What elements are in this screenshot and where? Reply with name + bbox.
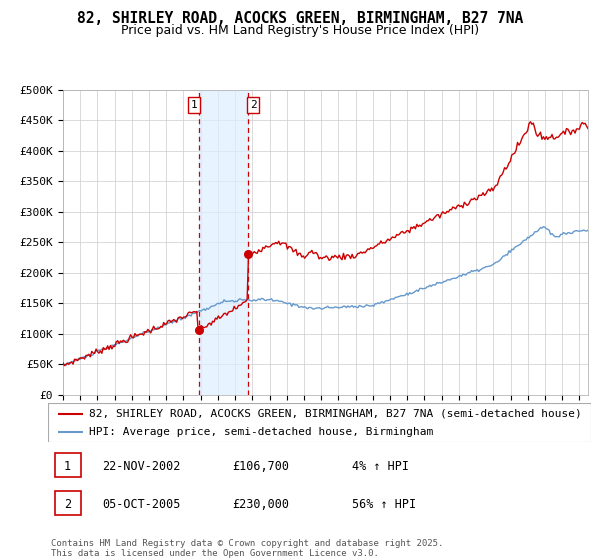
Text: £106,700: £106,700 — [233, 460, 290, 473]
Text: 4% ↑ HPI: 4% ↑ HPI — [352, 460, 409, 473]
Text: 1: 1 — [190, 100, 197, 110]
Text: 56% ↑ HPI: 56% ↑ HPI — [352, 498, 416, 511]
Text: HPI: Average price, semi-detached house, Birmingham: HPI: Average price, semi-detached house,… — [89, 427, 433, 437]
Text: 2: 2 — [64, 498, 71, 511]
Text: 05-OCT-2005: 05-OCT-2005 — [103, 498, 181, 511]
Bar — [55, 491, 80, 515]
Text: £230,000: £230,000 — [233, 498, 290, 511]
Text: 22-NOV-2002: 22-NOV-2002 — [103, 460, 181, 473]
Text: 82, SHIRLEY ROAD, ACOCKS GREEN, BIRMINGHAM, B27 7NA (semi-detached house): 82, SHIRLEY ROAD, ACOCKS GREEN, BIRMINGH… — [89, 409, 581, 419]
Bar — [199, 90, 248, 395]
Text: 1: 1 — [64, 460, 71, 473]
Bar — [55, 452, 80, 477]
Text: Price paid vs. HM Land Registry's House Price Index (HPI): Price paid vs. HM Land Registry's House … — [121, 24, 479, 36]
Text: 82, SHIRLEY ROAD, ACOCKS GREEN, BIRMINGHAM, B27 7NA: 82, SHIRLEY ROAD, ACOCKS GREEN, BIRMINGH… — [77, 11, 523, 26]
Text: 2: 2 — [250, 100, 257, 110]
Text: Contains HM Land Registry data © Crown copyright and database right 2025.
This d: Contains HM Land Registry data © Crown c… — [51, 539, 443, 558]
